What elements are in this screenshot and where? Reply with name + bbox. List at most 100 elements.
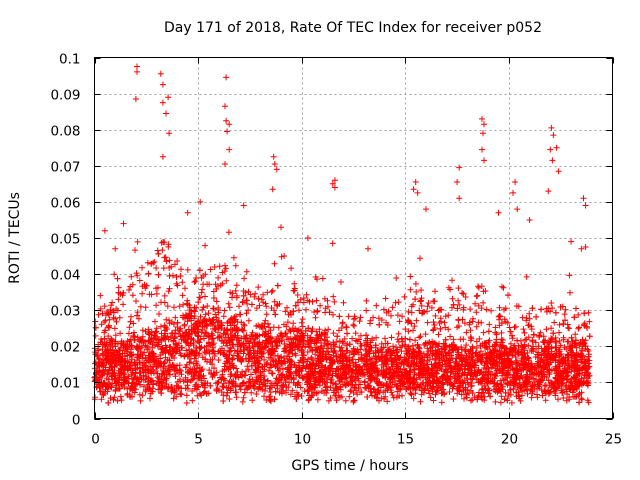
data-point <box>199 306 206 313</box>
data-point <box>281 374 288 381</box>
data-point <box>184 301 191 308</box>
data-point <box>172 314 179 321</box>
data-point <box>475 283 481 290</box>
data-point <box>92 332 99 339</box>
data-point <box>286 379 293 386</box>
data-point <box>560 395 567 401</box>
data-point <box>481 382 488 389</box>
data-point <box>422 340 429 347</box>
data-point <box>174 258 181 264</box>
data-point <box>572 340 579 346</box>
data-point <box>239 327 246 334</box>
data-point <box>151 258 158 265</box>
data-point <box>497 399 504 406</box>
data-point <box>311 382 318 389</box>
data-point <box>566 396 573 403</box>
data-point <box>139 327 146 334</box>
data-point <box>278 390 285 397</box>
data-point <box>196 294 203 301</box>
data-point <box>480 288 487 295</box>
data-point <box>361 378 368 385</box>
data-point <box>370 314 376 321</box>
data-point <box>139 355 146 362</box>
data-point <box>396 392 403 399</box>
data-point <box>193 365 200 372</box>
data-point <box>508 358 515 365</box>
data-point <box>338 344 345 351</box>
data-point <box>331 298 338 305</box>
data-point <box>405 308 412 315</box>
data-point <box>424 319 431 326</box>
data-point <box>99 310 106 317</box>
data-point <box>142 338 148 345</box>
data-point <box>399 372 406 379</box>
data-point <box>512 367 519 374</box>
data-point <box>413 356 420 363</box>
data-point <box>137 303 144 310</box>
data-point <box>420 350 427 357</box>
data-point <box>121 350 128 357</box>
data-point <box>411 323 418 330</box>
data-point <box>329 240 336 247</box>
data-point <box>460 386 467 393</box>
data-point <box>221 268 228 275</box>
data-point <box>430 319 437 325</box>
data-point <box>553 344 560 351</box>
data-point <box>159 382 166 389</box>
data-point <box>515 303 522 310</box>
data-point <box>177 333 184 340</box>
data-point <box>196 343 203 350</box>
data-point <box>356 318 363 325</box>
data-point <box>455 349 462 356</box>
data-point <box>357 340 364 347</box>
data-point <box>253 323 260 329</box>
data-point <box>162 354 169 361</box>
data-point <box>182 364 189 371</box>
data-point <box>520 345 527 352</box>
data-point <box>236 303 242 310</box>
data-point <box>490 380 497 387</box>
data-point <box>147 395 153 402</box>
data-point <box>131 329 137 336</box>
data-point <box>512 354 519 360</box>
data-point <box>208 371 215 378</box>
data-point <box>125 380 132 387</box>
data-point <box>552 350 558 357</box>
data-point <box>538 352 545 359</box>
data-point <box>226 304 233 311</box>
data-point <box>425 300 432 306</box>
data-point <box>143 282 150 289</box>
data-point <box>209 332 216 339</box>
data-point <box>147 338 154 344</box>
data-point <box>555 396 561 403</box>
data-point <box>213 387 220 394</box>
data-point <box>161 360 168 367</box>
data-point <box>578 395 585 402</box>
data-point <box>455 373 462 380</box>
data-point <box>424 383 431 390</box>
data-point <box>176 303 183 310</box>
data-point <box>337 383 344 390</box>
data-point <box>92 351 99 358</box>
data-point <box>536 381 543 388</box>
data-point <box>138 337 145 344</box>
data-point <box>494 363 501 370</box>
data-point <box>149 341 156 348</box>
data-point <box>431 357 438 363</box>
data-point <box>177 367 184 374</box>
data-point <box>209 361 215 368</box>
data-point <box>375 370 382 377</box>
data-point <box>352 315 359 322</box>
data-point <box>389 392 396 398</box>
data-point <box>352 381 359 388</box>
data-point <box>483 306 490 313</box>
data-point <box>155 250 162 257</box>
data-point <box>96 376 103 383</box>
data-point <box>449 346 456 353</box>
data-point <box>371 386 378 393</box>
data-point <box>206 281 213 288</box>
data-point <box>431 298 438 305</box>
data-point <box>417 398 424 405</box>
data-point <box>495 387 502 394</box>
